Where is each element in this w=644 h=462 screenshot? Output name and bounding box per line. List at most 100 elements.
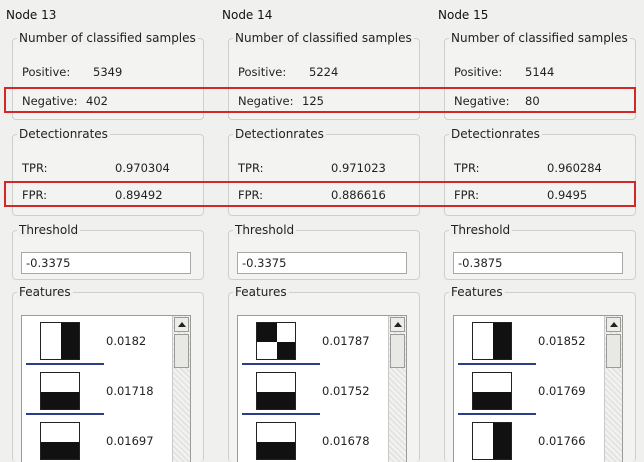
scroll-up-button[interactable] xyxy=(174,317,189,332)
positive-label: Positive: xyxy=(238,65,287,79)
feature-item[interactable]: 0.01852 xyxy=(454,320,604,370)
threshold-input[interactable] xyxy=(21,252,191,274)
negative-count: 402 xyxy=(86,94,108,108)
fpr-label: FPR: xyxy=(238,188,264,202)
samples-group: Number of classified samples Positive: 5… xyxy=(12,31,204,120)
feature-item[interactable]: 0.01787 xyxy=(238,320,388,370)
negative-count: 125 xyxy=(302,94,324,108)
threshold-input[interactable] xyxy=(453,252,623,274)
scroll-up-arrow-icon xyxy=(178,322,186,327)
rates-group: Detectionrates TPR: 0.970304 FPR: 0.8949… xyxy=(12,127,204,216)
feature-item[interactable]: 0.0182 xyxy=(22,320,172,370)
feature-value: 0.01678 xyxy=(322,434,370,448)
rates-header: Detectionrates xyxy=(449,127,542,141)
tpr-label: TPR: xyxy=(238,161,264,175)
feature-separator xyxy=(458,413,536,415)
rates-group: Detectionrates TPR: 0.960284 FPR: 0.9495 xyxy=(444,127,636,216)
feature-image-top-white-bottom-black xyxy=(256,422,296,460)
threshold-header: Threshold xyxy=(233,223,297,237)
feature-value: 0.01752 xyxy=(322,384,370,398)
threshold-group: Threshold xyxy=(444,223,636,280)
feature-image-checkerboard xyxy=(256,322,296,360)
feature-item[interactable]: 0.01678 xyxy=(238,420,388,462)
positive-label: Positive: xyxy=(454,65,503,79)
scroll-up-arrow-icon xyxy=(610,322,618,327)
fpr-label: FPR: xyxy=(454,188,480,202)
positive-count: 5349 xyxy=(93,65,123,79)
positive-count: 5144 xyxy=(525,65,555,79)
scroll-up-arrow-icon xyxy=(394,322,402,327)
feature-image-top-white-bottom-black xyxy=(40,372,80,410)
scroll-thumb[interactable] xyxy=(606,334,621,368)
scroll-up-button[interactable] xyxy=(390,317,405,332)
tpr-value: 0.960284 xyxy=(547,161,602,175)
fpr-value: 0.89492 xyxy=(115,188,163,202)
threshold-header: Threshold xyxy=(17,223,81,237)
features-group: Features 0.0182 0.01718 0.01697 xyxy=(12,285,204,462)
node-15-panel: Node 15 Number of classified samples Pos… xyxy=(438,0,638,462)
feature-separator xyxy=(242,413,320,415)
rates-group: Detectionrates TPR: 0.971023 FPR: 0.8866… xyxy=(228,127,420,216)
tpr-label: TPR: xyxy=(454,161,480,175)
feature-image-top-white-bottom-black xyxy=(256,372,296,410)
feature-item[interactable]: 0.01766 xyxy=(454,420,604,462)
node-title: Node 14 xyxy=(222,8,273,22)
node-title: Node 15 xyxy=(438,8,489,22)
samples-group: Number of classified samples Positive: 5… xyxy=(444,31,636,120)
features-header: Features xyxy=(233,285,289,299)
samples-header: Number of classified samples xyxy=(17,31,198,45)
feature-image-top-white-bottom-black xyxy=(472,372,512,410)
negative-label: Negative: xyxy=(238,94,294,108)
fpr-label: FPR: xyxy=(22,188,48,202)
fpr-value: 0.9495 xyxy=(547,188,588,202)
scroll-up-button[interactable] xyxy=(606,317,621,332)
threshold-group: Threshold xyxy=(228,223,420,280)
rates-header: Detectionrates xyxy=(233,127,326,141)
feature-item[interactable]: 0.01769 xyxy=(454,370,604,420)
tpr-value: 0.970304 xyxy=(115,161,170,175)
feature-list-scrollbar[interactable] xyxy=(604,316,622,462)
feature-item[interactable]: 0.01697 xyxy=(22,420,172,462)
samples-group: Number of classified samples Positive: 5… xyxy=(228,31,420,120)
feature-item[interactable]: 0.01718 xyxy=(22,370,172,420)
feature-value: 0.01697 xyxy=(106,434,154,448)
feature-list[interactable]: 0.0182 0.01718 0.01697 xyxy=(21,315,191,462)
feature-separator xyxy=(458,363,536,365)
node-14-panel: Node 14 Number of classified samples Pos… xyxy=(222,0,422,462)
feature-value: 0.01718 xyxy=(106,384,154,398)
tpr-value: 0.971023 xyxy=(331,161,386,175)
positive-count: 5224 xyxy=(309,65,339,79)
feature-value: 0.01769 xyxy=(538,384,586,398)
scroll-thumb[interactable] xyxy=(174,334,189,368)
feature-separator xyxy=(242,363,320,365)
samples-header: Number of classified samples xyxy=(233,31,414,45)
feature-list-scrollbar[interactable] xyxy=(388,316,406,462)
positive-label: Positive: xyxy=(22,65,71,79)
feature-item[interactable]: 0.01752 xyxy=(238,370,388,420)
feature-value: 0.0182 xyxy=(106,334,147,348)
feature-separator xyxy=(26,363,104,365)
tpr-label: TPR: xyxy=(22,161,48,175)
negative-label: Negative: xyxy=(454,94,510,108)
node-13-panel: Node 13 Number of classified samples Pos… xyxy=(6,0,206,462)
features-header: Features xyxy=(449,285,505,299)
feature-separator xyxy=(26,413,104,415)
negative-count: 80 xyxy=(525,94,540,108)
features-group: Features 0.01787 0.01752 xyxy=(228,285,420,462)
feature-image-left-white-right-black xyxy=(472,422,512,460)
feature-value: 0.01766 xyxy=(538,434,586,448)
negative-label: Negative: xyxy=(22,94,78,108)
feature-value: 0.01787 xyxy=(322,334,370,348)
rates-header: Detectionrates xyxy=(17,127,110,141)
features-group: Features 0.01852 0.01769 0.0176 xyxy=(444,285,636,462)
feature-list[interactable]: 0.01787 0.01752 0.01678 xyxy=(237,315,407,462)
samples-header: Number of classified samples xyxy=(449,31,630,45)
feature-list[interactable]: 0.01852 0.01769 0.01766 xyxy=(453,315,623,462)
node-title: Node 13 xyxy=(6,8,57,22)
feature-list-scrollbar[interactable] xyxy=(172,316,190,462)
threshold-input[interactable] xyxy=(237,252,407,274)
feature-image-left-white-right-black xyxy=(472,322,512,360)
scroll-thumb[interactable] xyxy=(390,334,405,368)
fpr-value: 0.886616 xyxy=(331,188,386,202)
threshold-header: Threshold xyxy=(449,223,513,237)
